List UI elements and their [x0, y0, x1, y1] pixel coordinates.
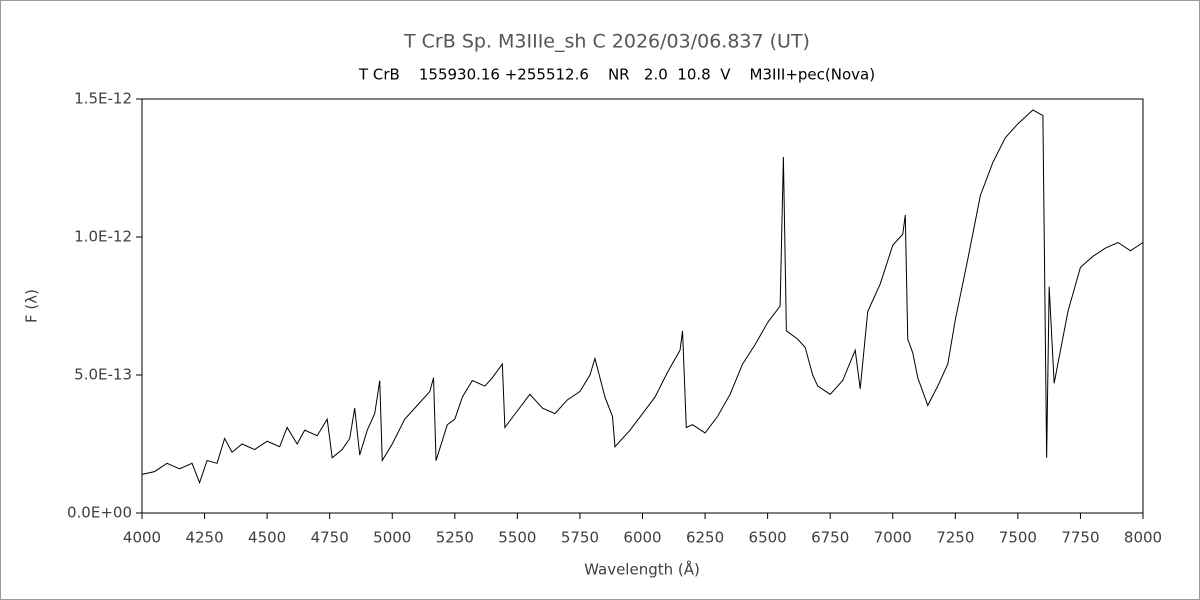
- x-tick-label: 4500: [248, 529, 286, 547]
- y-tick-label: 1.5E-12: [74, 90, 132, 108]
- x-axis-label: Wavelength (Å): [584, 560, 700, 579]
- x-tick-label: 8000: [1124, 529, 1162, 547]
- y-tick-label: 5.0E-13: [74, 366, 132, 384]
- x-tick-label: 6000: [623, 529, 661, 547]
- chart-title: T CrB Sp. M3IIIe_sh C 2026/03/06.837 (UT…: [403, 31, 810, 53]
- x-tick-label: 7750: [1061, 529, 1099, 547]
- x-tick-label: 6500: [749, 529, 787, 547]
- x-tick-label: 5250: [436, 529, 474, 547]
- x-tick-label: 6250: [686, 529, 724, 547]
- x-tick-label: 5000: [373, 529, 411, 547]
- y-axis-label: F (λ): [23, 289, 41, 323]
- x-tick-label: 5500: [498, 529, 536, 547]
- x-tick-label: 7500: [999, 529, 1037, 547]
- x-tick-label: 7000: [874, 529, 912, 547]
- x-tick-label: 5750: [561, 529, 599, 547]
- y-tick-label: 0.0E+00: [67, 504, 132, 522]
- x-tick-label: 6750: [811, 529, 849, 547]
- spectrum-line: [141, 109, 1144, 485]
- y-tick-label: 1.0E-12: [74, 228, 132, 246]
- x-tick-label: 7250: [936, 529, 974, 547]
- x-tick-label: 4250: [185, 529, 223, 547]
- x-tick-label: 4750: [311, 529, 349, 547]
- chart-subtitle: T CrB 155930.16 +255512.6 NR 2.0 10.8 V …: [358, 66, 875, 84]
- x-tick-label: 4000: [123, 529, 161, 547]
